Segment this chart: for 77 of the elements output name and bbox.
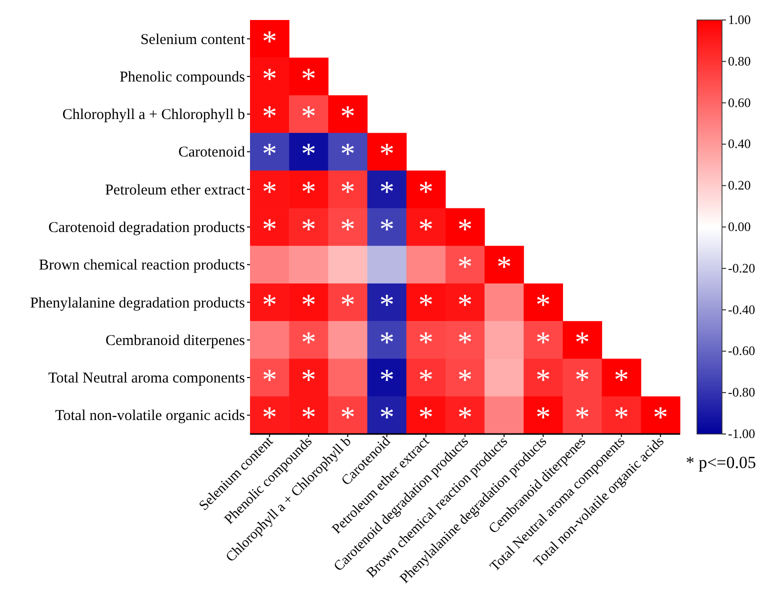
data-label: * — [418, 213, 434, 246]
data-label: * — [262, 288, 278, 322]
data-label: * — [301, 401, 316, 434]
data-label: * — [418, 288, 434, 322]
y-tick-label: Carotenoid — [178, 144, 246, 161]
color-bar-label: 0.00 — [728, 219, 751, 234]
y-tick-label: Phenolic compounds — [120, 69, 246, 86]
data-label: * — [262, 213, 278, 246]
data-label: * — [340, 138, 356, 171]
data-label: * — [418, 401, 434, 434]
data-label: * — [379, 213, 394, 246]
y-tick-label: Petroleum ether extract — [105, 182, 246, 198]
data-label: * — [379, 175, 394, 208]
data-label: * — [262, 138, 278, 171]
data-label: * — [458, 213, 472, 246]
data-label: * — [458, 364, 472, 397]
color-bar-label: -0.60 — [728, 343, 756, 358]
data-label: * — [458, 288, 472, 322]
data-label: * — [340, 401, 356, 434]
color-bar-label: 0.40 — [728, 136, 751, 152]
data-label: * — [536, 401, 551, 434]
y-tick-label: Selenium content — [140, 32, 246, 48]
y-tick-label: Cembranoid diterpenes — [105, 332, 246, 349]
data-label: * — [301, 138, 316, 171]
data-label: * — [379, 401, 394, 434]
data-label: * — [458, 250, 472, 284]
data-label: * — [379, 364, 394, 397]
color-bar-label: -1.00 — [728, 426, 756, 441]
y-tick-label: Total non-volatile organic acids — [55, 408, 246, 424]
color-bar-label: 1.00 — [728, 12, 751, 27]
data-label: * — [301, 364, 316, 397]
data-label: * — [301, 175, 316, 208]
data-label: * — [458, 401, 472, 434]
y-tick-label: Carotenoid degradation products — [48, 220, 246, 236]
data-label: * — [458, 326, 472, 359]
data-label: * — [496, 250, 512, 284]
data-label: * — [614, 401, 629, 434]
data-label: * — [301, 326, 316, 359]
y-tick-label: Phenylalanine degradation products — [30, 295, 246, 312]
data-label: * — [379, 138, 394, 171]
data-label: * — [340, 288, 356, 322]
data-label: * — [379, 288, 394, 322]
color-bar-label: -0.20 — [728, 260, 756, 276]
data-label: * — [574, 364, 590, 397]
y-tick-label: Brown chemical reaction products — [38, 258, 246, 274]
data-label: * — [614, 364, 629, 397]
data-label: * — [379, 326, 394, 359]
data-label: * — [262, 401, 278, 434]
data-label: * — [301, 62, 316, 96]
data-label: * — [262, 100, 278, 134]
data-label: * — [574, 326, 590, 359]
y-tick-label: Total Neutral aroma components — [48, 370, 246, 387]
data-label: * — [418, 326, 434, 359]
color-bar-label: 0.60 — [728, 94, 751, 110]
color-bar-label: -0.80 — [728, 384, 756, 400]
data-label: * — [301, 288, 316, 322]
color-bar-label: 0.20 — [728, 178, 751, 193]
color-bar-label: -0.40 — [728, 302, 756, 317]
color-bar-label: 0.80 — [728, 53, 751, 68]
data-label: * — [340, 100, 356, 134]
data-label: * — [652, 401, 668, 434]
data-label: * — [536, 364, 551, 397]
data-label: * — [536, 326, 551, 359]
data-label: * — [418, 175, 434, 208]
data-label: * — [262, 175, 278, 208]
data-label: * — [536, 288, 551, 322]
data-label: * — [574, 401, 590, 434]
data-label: * — [262, 62, 278, 96]
data-label: * — [262, 364, 278, 397]
data-label: * — [262, 24, 278, 58]
text: * p<=0.05 — [686, 453, 756, 472]
y-tick-label: Chlorophyll a + Chlorophyll b — [62, 107, 245, 124]
data-label: * — [301, 100, 316, 134]
data-label: * — [340, 213, 356, 246]
data-label: * — [301, 213, 316, 246]
data-label: * — [340, 175, 356, 208]
data-label: * — [418, 364, 434, 397]
